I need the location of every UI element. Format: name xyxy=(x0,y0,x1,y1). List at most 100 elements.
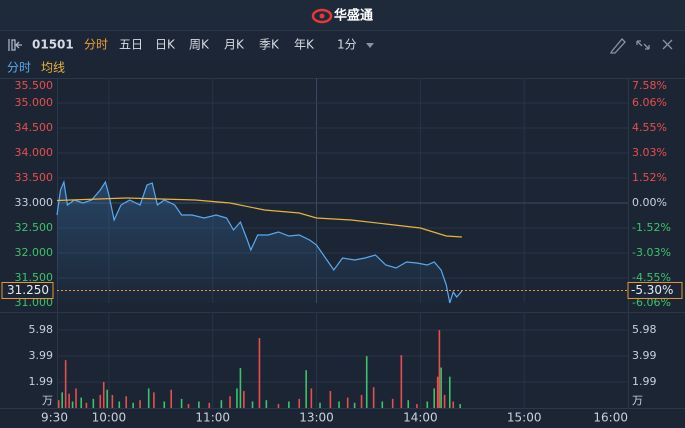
volume-bar xyxy=(381,401,384,408)
y-tick-label: 34.500 xyxy=(15,121,54,134)
volume-bar xyxy=(433,388,436,408)
volume-bar xyxy=(106,389,108,408)
y-tick-label: 33.500 xyxy=(15,171,54,184)
volume-bar xyxy=(338,401,340,408)
volume-bar xyxy=(111,394,114,408)
x-tick-label: 14:00 xyxy=(403,411,438,425)
y-tick-label: 32.000 xyxy=(15,246,54,259)
interval-select[interactable]: 1分 xyxy=(337,38,357,52)
legend-entry: 分时 xyxy=(7,61,31,75)
volume-bar xyxy=(416,404,418,408)
collapse-icon[interactable] xyxy=(8,39,22,51)
volume-bar xyxy=(132,402,134,408)
top-bar xyxy=(0,0,685,30)
y-tick-label: 34.000 xyxy=(15,146,54,159)
tab[interactable]: 年K xyxy=(294,38,315,52)
x-tick-label: 13:00 xyxy=(299,411,334,425)
last-pct-box xyxy=(627,281,683,299)
y-tick-label: 35.000 xyxy=(15,96,54,109)
volume-bar xyxy=(426,401,429,408)
volume-bar xyxy=(239,368,242,408)
tab[interactable]: 季K xyxy=(259,38,280,52)
x-tick-label: 16:00 xyxy=(593,411,628,425)
volume-bar xyxy=(236,388,238,408)
volume-bar xyxy=(61,392,63,408)
volume-bar xyxy=(400,355,403,408)
tab[interactable]: 五日 xyxy=(119,38,143,52)
app-title: 华盛通 xyxy=(334,8,373,24)
volume-bar xyxy=(353,402,356,408)
y-tick-label: 31.500 xyxy=(15,271,54,284)
x-tick-label: 10:00 xyxy=(92,411,127,425)
volume-bar xyxy=(75,388,77,408)
volume-bar xyxy=(85,402,88,408)
toolbar xyxy=(0,30,685,58)
legend-bar xyxy=(0,58,685,78)
volume-bar xyxy=(436,376,439,408)
y-tick-label: 1.99 xyxy=(632,375,657,388)
volume-bar xyxy=(57,400,60,408)
volume-bar xyxy=(64,360,67,408)
y-tick-label: 万 xyxy=(42,394,53,407)
volume-bar xyxy=(459,404,461,408)
volume-bar xyxy=(372,387,375,408)
y-tick-label: 32.500 xyxy=(15,221,54,234)
volume-bar xyxy=(329,391,332,408)
volume-bar xyxy=(448,376,451,408)
y-tick-label: 31.000 xyxy=(15,296,54,309)
tab[interactable]: 日K xyxy=(155,38,176,52)
y2-tick-label: -6.06% xyxy=(632,296,671,309)
dropdown-arrow[interactable] xyxy=(366,43,374,48)
volume-bar xyxy=(251,401,254,408)
y-tick-label: 33.000 xyxy=(15,196,54,209)
volume-bar xyxy=(208,402,211,408)
volume-bar xyxy=(277,404,280,408)
volume-bar xyxy=(365,356,368,408)
tab[interactable]: 周K xyxy=(189,38,210,52)
x-tick-label: 9:30 xyxy=(41,411,68,425)
y2-tick-label: 4.55% xyxy=(632,121,667,134)
tab[interactable]: 月K xyxy=(224,38,245,52)
volume-bar xyxy=(80,397,83,408)
volume-bar xyxy=(170,389,172,408)
y2-tick-label: -4.55% xyxy=(632,271,671,284)
x-tick-label: 11:00 xyxy=(195,411,230,425)
volume-bar xyxy=(407,400,410,408)
y-tick-label: 3.99 xyxy=(29,349,54,362)
y-tick-label: 35.500 xyxy=(15,79,54,92)
volume-bar xyxy=(125,396,128,408)
last-price-label: 31.250 xyxy=(7,283,49,297)
volume-bar xyxy=(198,401,200,408)
toolbar-icons[interactable] xyxy=(609,38,673,54)
y2-tick-label: -1.52% xyxy=(632,221,671,234)
y2-tick-label: 1.52% xyxy=(632,171,667,184)
y2-tick-label: 3.03% xyxy=(632,146,667,159)
tab[interactable]: 分时 xyxy=(84,38,108,52)
volume-bar xyxy=(288,401,290,408)
y-tick-label: 5.98 xyxy=(632,323,657,336)
volume-bar xyxy=(346,397,349,408)
volume-bar xyxy=(438,330,441,408)
volume-bar xyxy=(298,398,301,408)
volume-bar xyxy=(187,404,190,408)
volume-bar xyxy=(243,391,245,408)
volume-bar xyxy=(163,401,166,408)
volume-bar xyxy=(71,401,74,408)
volume-bar xyxy=(440,367,442,408)
price-line xyxy=(56,179,463,304)
y2-tick-label: 6.06% xyxy=(632,96,667,109)
volume-bar xyxy=(305,370,307,408)
volume-bar xyxy=(443,394,446,408)
volume-bar xyxy=(153,392,155,408)
x-tick-label: 15:00 xyxy=(507,411,542,425)
y-tick-label: 5.98 xyxy=(29,323,54,336)
legend-entry: 均线 xyxy=(41,61,65,75)
price-area-fill xyxy=(57,182,462,303)
y-tick-label: 1.99 xyxy=(29,375,54,388)
volume-bar xyxy=(391,398,394,408)
last-pct-label: -5.30% xyxy=(631,283,673,297)
volume-bar xyxy=(319,402,321,408)
volume-bar xyxy=(180,398,183,408)
volume-bar xyxy=(92,398,95,408)
